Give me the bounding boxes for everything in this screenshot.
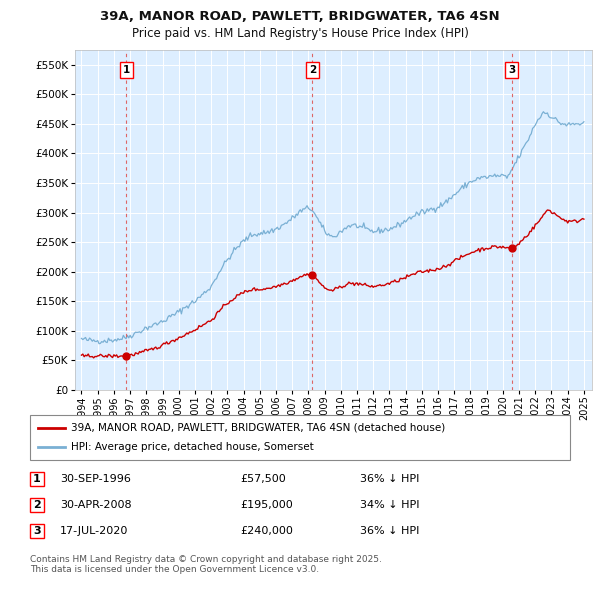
- Text: HPI: Average price, detached house, Somerset: HPI: Average price, detached house, Some…: [71, 442, 314, 453]
- Text: 39A, MANOR ROAD, PAWLETT, BRIDGWATER, TA6 4SN: 39A, MANOR ROAD, PAWLETT, BRIDGWATER, TA…: [100, 10, 500, 23]
- Text: 36% ↓ HPI: 36% ↓ HPI: [360, 474, 419, 484]
- Text: £240,000: £240,000: [240, 526, 293, 536]
- Text: 39A, MANOR ROAD, PAWLETT, BRIDGWATER, TA6 4SN (detached house): 39A, MANOR ROAD, PAWLETT, BRIDGWATER, TA…: [71, 422, 445, 432]
- Text: 30-APR-2008: 30-APR-2008: [60, 500, 131, 510]
- Text: 2: 2: [33, 500, 41, 510]
- Text: £57,500: £57,500: [240, 474, 286, 484]
- Text: 3: 3: [33, 526, 41, 536]
- Text: 1: 1: [33, 474, 41, 484]
- Text: £195,000: £195,000: [240, 500, 293, 510]
- Text: 34% ↓ HPI: 34% ↓ HPI: [360, 500, 419, 510]
- Text: Contains HM Land Registry data © Crown copyright and database right 2025.
This d: Contains HM Land Registry data © Crown c…: [30, 555, 382, 575]
- Text: 2: 2: [309, 65, 316, 76]
- Text: Price paid vs. HM Land Registry's House Price Index (HPI): Price paid vs. HM Land Registry's House …: [131, 27, 469, 40]
- Text: 17-JUL-2020: 17-JUL-2020: [60, 526, 128, 536]
- Text: 30-SEP-1996: 30-SEP-1996: [60, 474, 131, 484]
- Text: 3: 3: [508, 65, 515, 76]
- Text: 36% ↓ HPI: 36% ↓ HPI: [360, 526, 419, 536]
- Text: 1: 1: [122, 65, 130, 76]
